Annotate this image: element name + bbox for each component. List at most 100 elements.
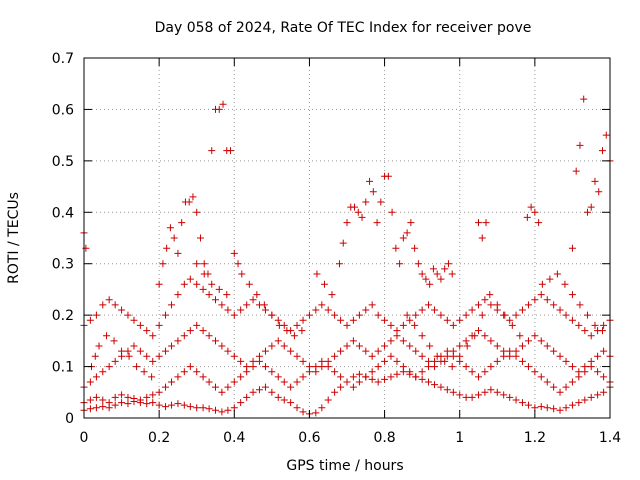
data-point	[95, 342, 103, 350]
data-point	[444, 260, 452, 268]
data-point	[387, 373, 395, 381]
data-point	[193, 208, 201, 216]
data-point	[219, 100, 227, 108]
data-point	[99, 396, 107, 404]
data-point	[441, 265, 449, 273]
data-point	[205, 378, 213, 386]
data-point	[92, 373, 100, 381]
data-point	[162, 403, 170, 411]
data-point	[124, 311, 132, 319]
data-point	[550, 383, 558, 391]
data-point	[212, 337, 219, 345]
x-tick-label: 0.8	[373, 430, 395, 446]
data-point	[205, 291, 213, 299]
data-point	[324, 396, 332, 404]
data-point	[149, 357, 157, 365]
data-point	[448, 270, 456, 278]
data-point	[110, 337, 118, 345]
data-point	[261, 383, 269, 391]
data-point	[299, 408, 307, 416]
data-point	[186, 403, 194, 411]
data-point	[313, 270, 321, 278]
data-point	[388, 208, 396, 216]
data-point	[482, 219, 490, 227]
data-point	[598, 327, 606, 335]
data-point	[387, 337, 395, 345]
data-point	[349, 316, 357, 324]
data-point	[234, 260, 242, 268]
data-point	[543, 378, 551, 386]
data-point	[602, 131, 610, 139]
data-point	[580, 95, 588, 103]
data-point	[199, 404, 207, 412]
data-point	[581, 327, 589, 335]
data-point	[200, 270, 208, 278]
data-point	[118, 306, 126, 314]
data-point	[208, 147, 216, 155]
data-point	[328, 291, 336, 299]
data-point	[368, 301, 376, 309]
data-point	[174, 400, 182, 408]
data-point	[290, 332, 298, 340]
data-point	[186, 363, 194, 371]
data-point	[568, 244, 576, 252]
data-point	[149, 332, 157, 340]
data-point	[143, 400, 151, 408]
data-point	[568, 401, 576, 409]
data-point	[583, 208, 591, 216]
y-tick-label: 0.5	[52, 154, 74, 170]
data-point	[362, 373, 370, 381]
data-point	[230, 352, 238, 360]
data-point	[130, 316, 138, 324]
data-point	[99, 301, 107, 309]
data-point	[493, 388, 501, 396]
plot-frame	[83, 57, 611, 419]
data-point	[155, 321, 163, 329]
data-point	[238, 270, 246, 278]
data-point	[368, 375, 376, 383]
data-point	[399, 234, 407, 242]
data-point	[418, 306, 426, 314]
data-point	[425, 357, 433, 365]
data-point	[568, 363, 576, 371]
data-point	[218, 388, 226, 396]
data-point	[163, 244, 171, 252]
data-point	[275, 321, 283, 329]
data-point	[535, 219, 543, 227]
data-point	[193, 368, 201, 376]
data-point	[374, 347, 382, 355]
data-point	[196, 234, 204, 242]
data-point	[243, 301, 251, 309]
data-point	[524, 337, 532, 345]
data-point	[186, 275, 194, 283]
data-point	[227, 147, 235, 155]
y-tick-labels: 0 0.1 0.2 0.3 0.4 0.5 0.6 0.7	[52, 51, 74, 427]
data-point	[368, 352, 376, 360]
data-point	[193, 321, 201, 329]
data-point	[524, 301, 532, 309]
data-point	[587, 357, 595, 365]
data-point	[418, 332, 426, 340]
data-point	[518, 306, 526, 314]
data-point	[268, 388, 276, 396]
data-point	[124, 393, 132, 401]
data-point	[600, 373, 608, 381]
data-point	[168, 342, 176, 350]
data-point	[575, 321, 583, 329]
data-point	[443, 316, 451, 324]
data-point	[105, 399, 113, 407]
data-point	[224, 347, 232, 355]
data-point	[136, 347, 144, 355]
data-point	[168, 301, 176, 309]
data-point	[374, 378, 382, 386]
data-point	[212, 406, 219, 414]
data-point	[362, 306, 370, 314]
data-point	[324, 357, 332, 365]
data-point	[133, 363, 141, 371]
data-point	[516, 332, 524, 340]
x-tick-label: 0	[80, 430, 89, 446]
data-point	[86, 378, 94, 386]
data-point	[412, 347, 420, 355]
data-point	[487, 386, 495, 394]
data-point	[583, 311, 591, 319]
